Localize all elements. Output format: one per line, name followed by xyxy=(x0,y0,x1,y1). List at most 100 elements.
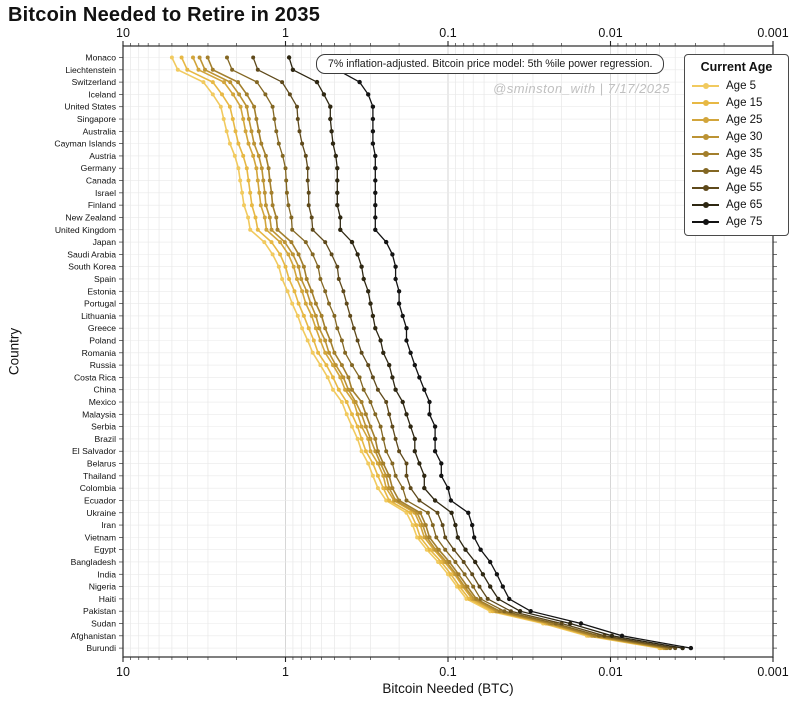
country-label: Switzerland xyxy=(72,77,117,87)
data-point xyxy=(502,609,507,614)
data-point xyxy=(359,264,364,269)
data-point xyxy=(287,92,292,97)
data-point xyxy=(370,461,375,466)
x-tick-label-top: 0.01 xyxy=(598,26,622,40)
data-point xyxy=(328,338,333,343)
legend-dot-icon xyxy=(703,184,709,191)
data-point xyxy=(343,350,348,355)
data-point xyxy=(417,461,422,466)
data-point xyxy=(335,178,340,183)
legend-entry: Age 75 xyxy=(685,213,788,230)
country-label: New Zealand xyxy=(65,212,116,222)
data-point xyxy=(318,277,323,281)
data-point xyxy=(238,104,243,109)
data-point xyxy=(267,215,272,220)
x-tick-label-top: 10 xyxy=(116,26,130,40)
data-point xyxy=(393,498,398,503)
data-point xyxy=(330,141,336,146)
data-point xyxy=(404,461,409,466)
data-point xyxy=(255,227,260,232)
legend-entries: Age 5 Age 15 Age 25 Age 30 Age 35 Age 45 Age 5… xyxy=(685,77,788,230)
legend-entry: Age 30 xyxy=(685,128,788,145)
data-point xyxy=(404,338,409,343)
country-label: Pakistan xyxy=(83,606,116,616)
data-point xyxy=(299,277,304,281)
data-point xyxy=(275,227,280,232)
data-point xyxy=(432,449,438,454)
legend-line-marker-icon xyxy=(692,82,719,89)
x-tick-label-top: 0.001 xyxy=(757,26,788,40)
data-point xyxy=(220,92,224,97)
legend-line-marker-icon xyxy=(692,133,719,140)
legend-line-marker-icon xyxy=(692,99,719,106)
data-point xyxy=(361,276,366,282)
x-tick-label-bottom: 10 xyxy=(116,665,130,679)
data-point xyxy=(246,141,251,146)
country-label: Colombia xyxy=(80,483,117,493)
data-point xyxy=(300,326,305,331)
data-point xyxy=(375,449,380,454)
data-point xyxy=(351,326,356,331)
data-point xyxy=(346,387,351,392)
data-point xyxy=(425,510,430,515)
legend-title: Current Age xyxy=(700,60,773,74)
data-point xyxy=(480,572,486,577)
data-point xyxy=(335,166,340,171)
data-point xyxy=(175,67,180,72)
country-label: Sudan xyxy=(91,618,116,628)
data-point xyxy=(375,486,380,491)
data-point xyxy=(303,301,308,306)
data-point xyxy=(381,473,386,478)
data-point xyxy=(241,153,246,158)
data-point xyxy=(246,117,251,121)
data-point xyxy=(221,117,226,121)
data-point xyxy=(236,166,241,171)
data-point xyxy=(335,326,340,331)
data-point xyxy=(373,412,378,417)
data-point xyxy=(384,449,389,454)
data-point xyxy=(400,399,405,405)
data-point xyxy=(225,55,229,60)
data-point xyxy=(370,104,376,109)
data-point xyxy=(283,264,288,269)
data-point xyxy=(485,596,490,601)
data-point xyxy=(363,449,368,454)
country-label: Malaysia xyxy=(82,409,116,419)
data-point xyxy=(309,215,314,220)
data-point xyxy=(370,473,375,478)
legend-entry-label: Age 25 xyxy=(726,113,763,126)
data-point xyxy=(306,326,311,331)
data-point xyxy=(262,190,267,195)
data-point xyxy=(344,301,349,306)
legend: Current Age Age 5 Age 15 Age 25 Age 30 Age 3… xyxy=(684,54,789,236)
legend-entry-label: Age 5 xyxy=(726,79,757,92)
data-point xyxy=(255,67,260,72)
data-point xyxy=(263,203,268,208)
data-point xyxy=(410,523,415,528)
data-point xyxy=(328,116,333,122)
legend-line-marker-icon xyxy=(692,184,719,191)
data-point xyxy=(470,572,475,577)
data-point xyxy=(404,473,409,478)
data-point xyxy=(256,129,261,134)
legend-line-marker-icon xyxy=(692,116,719,123)
data-point xyxy=(378,338,383,343)
legend-entry-label: Age 65 xyxy=(726,198,763,211)
data-point xyxy=(528,609,533,614)
data-point xyxy=(295,117,300,121)
data-point xyxy=(246,178,251,183)
data-point xyxy=(335,264,340,269)
data-point xyxy=(318,363,323,368)
data-point xyxy=(316,350,321,355)
data-point xyxy=(359,412,364,417)
data-point xyxy=(278,252,283,257)
data-point xyxy=(309,313,314,318)
data-point xyxy=(310,350,315,355)
data-point xyxy=(370,313,376,319)
data-point xyxy=(396,301,402,306)
data-point xyxy=(370,141,376,146)
data-point xyxy=(295,277,299,281)
data-point xyxy=(323,338,328,343)
data-point xyxy=(331,363,335,368)
country-label: Costa Rica xyxy=(74,372,116,382)
